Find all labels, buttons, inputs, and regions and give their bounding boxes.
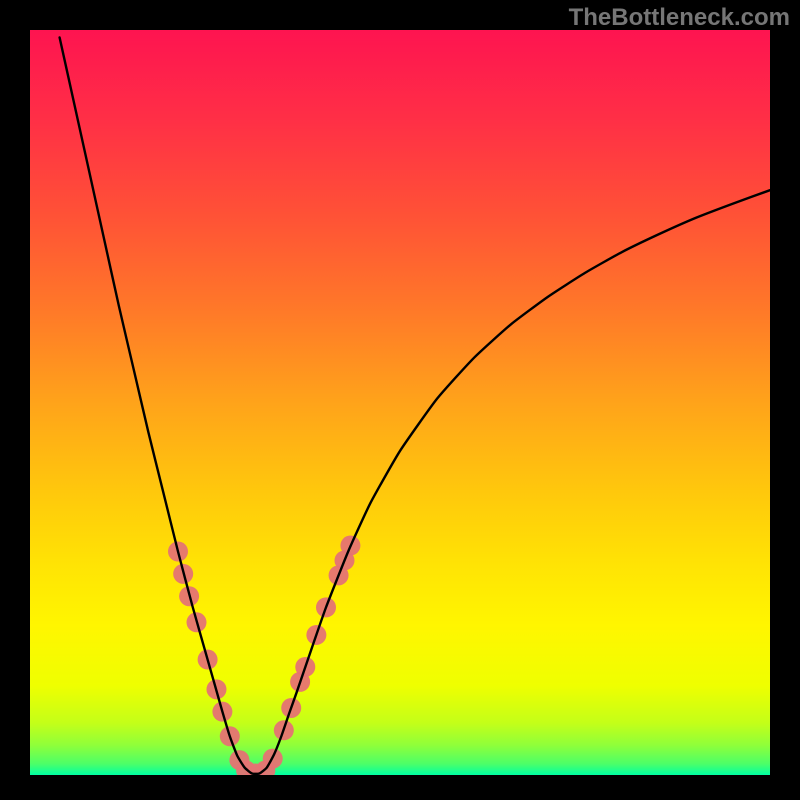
plot-area: [30, 30, 770, 775]
chart-container: TheBottleneck.com: [0, 0, 800, 800]
chart-svg: [30, 30, 770, 775]
watermark-text: TheBottleneck.com: [569, 4, 790, 32]
